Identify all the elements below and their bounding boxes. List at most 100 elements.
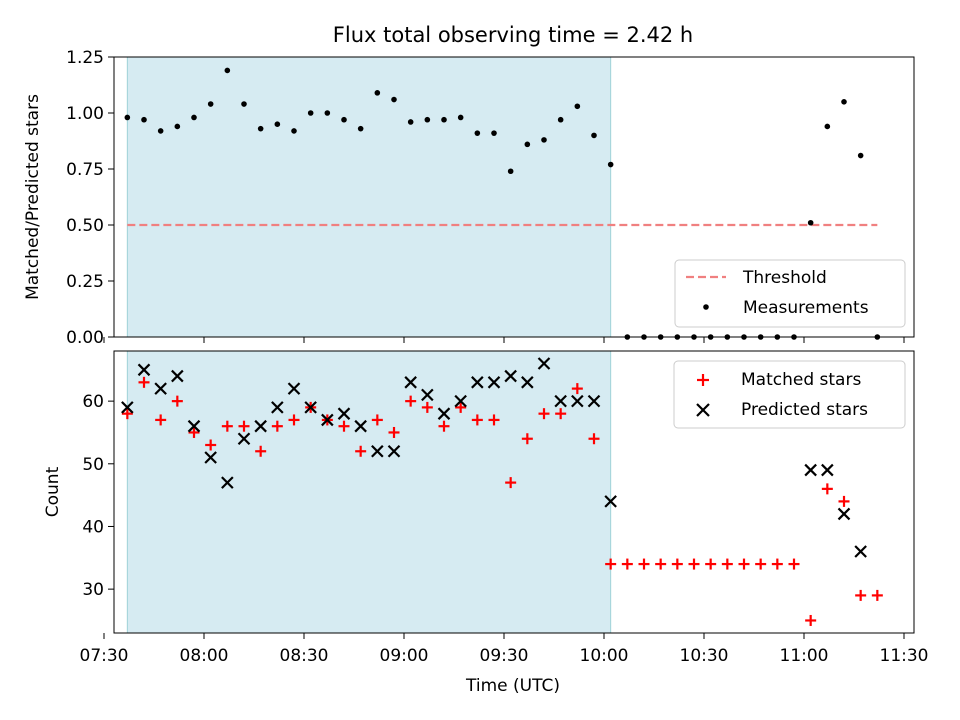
measurement-point (174, 123, 181, 130)
predicted-star-point (404, 376, 417, 389)
measurement-point (157, 128, 164, 134)
measurement-point (324, 110, 331, 116)
matched-star-point (705, 558, 717, 570)
measurement-point (457, 114, 464, 121)
measurement-point (291, 128, 297, 134)
predicted-star-point (254, 419, 267, 433)
matched-star-point (171, 395, 183, 407)
measurement-point (357, 125, 364, 132)
predicted-star-point (354, 419, 367, 433)
measurement-point (474, 130, 481, 136)
predicted-star-point (221, 476, 234, 489)
predicted-star-point (371, 444, 384, 458)
legend-measurements-label: Measurements (743, 298, 869, 318)
count-y-tick-label: 60 (82, 392, 104, 412)
matched-star-point (505, 477, 517, 489)
count-legend-box (673, 360, 906, 429)
chart-title: Flux total observing time = 2.42 h (333, 23, 693, 47)
count-y-tick-label: 30 (82, 580, 104, 600)
count-y-tick-label: 50 (82, 455, 104, 475)
measurement-point (241, 101, 247, 107)
measurement-point (491, 130, 497, 136)
predicted-star-point (521, 376, 534, 389)
legend-predicted-label: Predicted stars (741, 400, 868, 420)
predicted-star-point (237, 432, 251, 446)
measurement-point (374, 90, 381, 96)
predicted-star-point (304, 401, 317, 414)
matched-star-point (671, 558, 683, 570)
matched-star-point (738, 558, 750, 570)
measurement-point (191, 114, 197, 121)
count-panel: 30 40 50 60 07:30 08:00 08:30 09:00 09:30 10:00 10… (43, 350, 929, 696)
count-axis-ticks: 30 40 50 60 07:30 08:00 08:30 09:00 09:30 10:00 10… (80, 392, 929, 666)
predicted-star-point (154, 382, 167, 395)
x-tick-label: 11:00 (780, 646, 829, 666)
ratio-y-tick-label: 0.75 (66, 160, 104, 180)
measurement-point (524, 141, 531, 148)
matched-star-point (421, 401, 433, 413)
ratio-highlight-span (126, 56, 612, 338)
measurement-point (441, 116, 447, 123)
measurement-point (257, 125, 264, 132)
predicted-star-point (804, 463, 817, 477)
matched-star-point (155, 414, 167, 426)
x-tick-label: 08:00 (180, 646, 229, 666)
legend-threshold-label: Threshold (742, 268, 827, 288)
ratio-y-tick-label: 1.25 (66, 48, 104, 68)
measurement-point (274, 121, 281, 127)
matched-star-point (721, 558, 733, 570)
predicted-star-point (187, 419, 201, 433)
ratio-y-tick-label: 0.50 (66, 216, 104, 236)
measurement-point (541, 137, 547, 143)
legend-predicted-swatch (696, 403, 710, 417)
matched-star-point (338, 420, 350, 432)
predicted-star-point (204, 451, 217, 464)
ratio-panel: Flux total observing time = 2.42 h 0.00 0… (23, 23, 915, 348)
predicted-star-point (854, 545, 867, 558)
measurement-point (807, 219, 814, 226)
predicted-star-point (387, 444, 401, 458)
matched-star-point (788, 558, 800, 570)
ratio-legend: Threshold Measurements (674, 259, 906, 328)
matched-star-point (771, 558, 783, 570)
count-points (121, 357, 883, 626)
measurement-points (124, 67, 881, 340)
matched-star-point (438, 420, 450, 432)
x-tick-label: 08:30 (280, 646, 329, 666)
matched-star-point (455, 401, 467, 413)
highlight-span-rect (126, 56, 612, 338)
measurement-point (591, 132, 597, 139)
legend-measurements-swatch (703, 304, 709, 310)
matched-star-point (871, 589, 883, 601)
measurement-point (407, 119, 414, 125)
measurement-point (141, 116, 147, 123)
measurement-point (824, 123, 831, 130)
predicted-star-point (571, 394, 584, 408)
measurement-point (124, 114, 131, 121)
ratio-y-tick-label: 1.00 (66, 104, 104, 124)
x-tick-label: 10:00 (580, 646, 629, 666)
matched-star-point (821, 483, 833, 495)
predicted-star-point (437, 407, 451, 420)
matched-star-point (805, 614, 817, 626)
ratio-y-tick-label: 0.00 (66, 328, 104, 348)
x-tick-label: 07:30 (80, 646, 129, 666)
measurement-point (307, 110, 314, 116)
x-tick-label: 10:30 (680, 646, 729, 666)
matched-star-point (371, 414, 383, 426)
predicted-star-point (537, 357, 551, 370)
predicted-star-point (421, 388, 434, 402)
count-highlight-span (126, 350, 612, 634)
matched-star-point (188, 426, 200, 438)
matched-star-point (355, 445, 367, 457)
matched-star-point (571, 383, 583, 395)
matched-star-point (638, 558, 650, 570)
count-legend: Matched stars Predicted stars (673, 360, 906, 429)
matched-star-point (855, 589, 867, 601)
ratio-panel-frame (113, 56, 915, 338)
measurement-point (857, 152, 864, 159)
measurement-point (341, 116, 347, 123)
matched-star-point (255, 445, 267, 457)
predicted-star-point (171, 369, 184, 383)
